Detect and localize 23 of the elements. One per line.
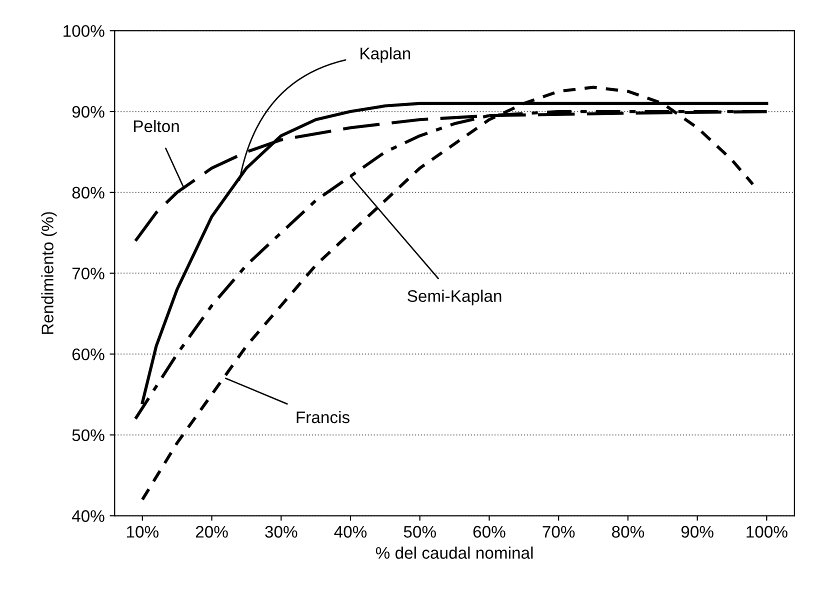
x-tick-label: 20% [196, 526, 228, 538]
annotation: Pelton [134, 120, 179, 132]
y-tick-label: 60% [72, 348, 104, 360]
y-tick-label: 100% [64, 25, 104, 37]
x-axis-title: % del caudal nominal [376, 546, 533, 559]
x-tick-label: 80% [612, 526, 644, 538]
y-tick-label: 80% [72, 186, 104, 199]
x-tick-label: 40% [334, 526, 367, 538]
y-tick-label: 70% [72, 268, 104, 280]
x-tick-label: 70% [542, 526, 575, 538]
x-tick-label: 30% [265, 526, 298, 538]
x-tick-label: 10% [127, 526, 158, 538]
x-tick-label: 60% [473, 526, 506, 538]
x-tick-label: 100% [746, 526, 788, 538]
y-tick-label: 50% [72, 429, 104, 442]
annotation: Semi-Kaplan [408, 290, 502, 306]
annotation: Kaplan [360, 47, 410, 63]
y-axis-title: Rendimiento (%) [41, 212, 57, 334]
x-tick-label: 90% [681, 526, 714, 538]
x-tick-label: 50% [404, 526, 436, 538]
y-tick-label: 90% [72, 106, 104, 118]
annotation: Francis [296, 410, 350, 424]
y-tick-label: 40% [72, 510, 104, 522]
